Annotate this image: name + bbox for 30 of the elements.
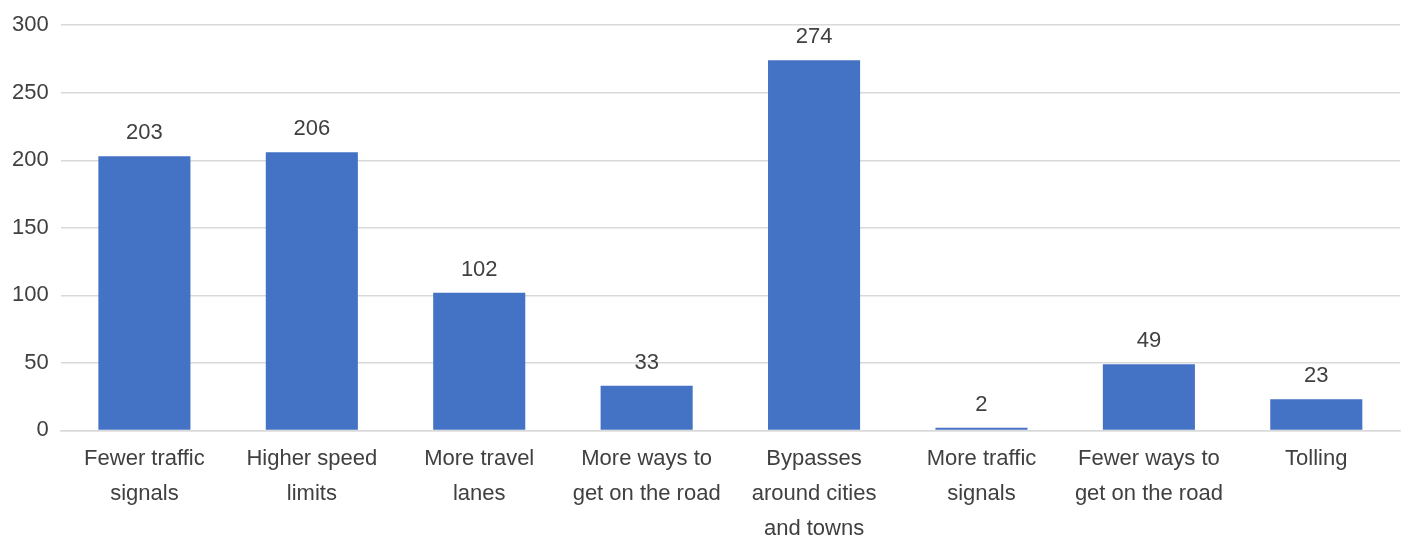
data-label: 102 [460,255,498,281]
y-tick-label: 100 [11,281,49,307]
data-label: 274 [795,23,833,49]
x-tick-label: Fewer traffic signals [84,445,205,506]
y-tick-label: 50 [24,348,49,374]
data-label: 2 [975,390,988,416]
x-tick-label: Bypasses around cities and towns [751,445,877,541]
data-label: 203 [126,119,163,145]
y-tick-label: 150 [11,213,49,239]
bar [600,385,693,430]
data-label: 23 [1304,362,1329,388]
bar [1102,364,1195,430]
bar [98,156,191,430]
x-tick-label: More traffic signals [926,445,1037,506]
x-tick-label: More travel lanes [424,445,535,506]
y-tick-label: 200 [11,146,49,172]
bar [1270,399,1363,430]
bar [768,60,861,430]
x-tick-label: More ways to get on the road [572,445,721,506]
bar [433,292,526,430]
x-tick-label: Higher speed limits [246,445,378,506]
y-tick-label: 0 [36,416,49,442]
x-tick-label: Fewer ways to get on the road [1074,445,1223,506]
x-tick-label: Tolling [1285,445,1348,471]
y-tick-label: 300 [11,11,49,37]
data-label: 49 [1136,327,1162,353]
data-label: 206 [293,115,331,141]
bar [265,152,358,430]
y-tick-label: 250 [11,78,49,104]
data-label: 33 [634,348,659,374]
